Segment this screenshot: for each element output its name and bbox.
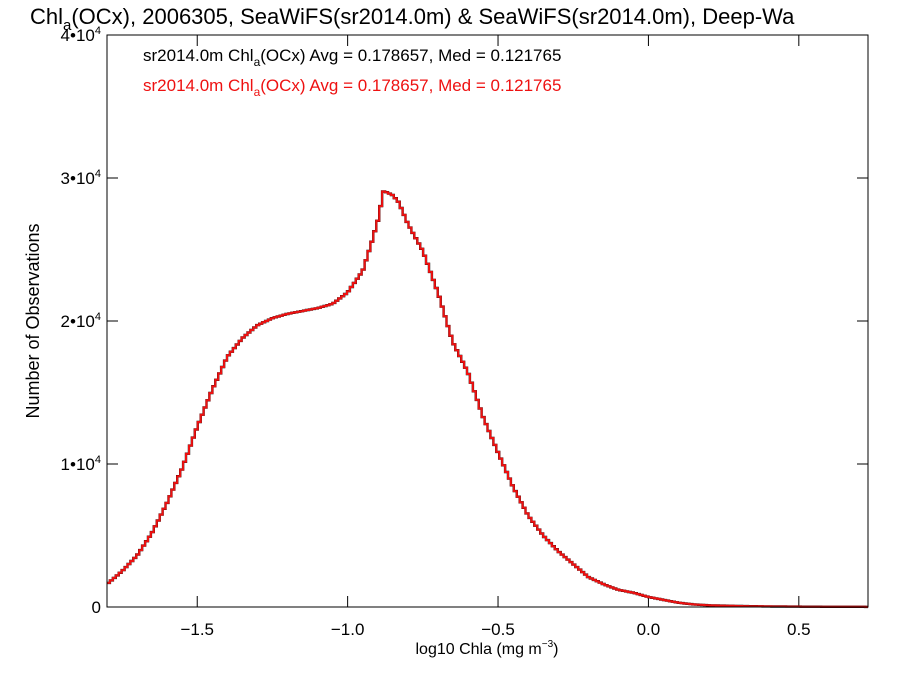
legend-entry-subscript: a — [254, 55, 261, 69]
chart-title-sub: a — [63, 17, 72, 34]
x-axis-label: log10 Chla (mg m−3) — [415, 639, 558, 658]
x-axis-label-pre: log10 Chla (mg m — [415, 641, 541, 658]
x-tick-label: −0.5 — [481, 620, 515, 639]
y-tick-label: 1•104 — [61, 454, 101, 474]
series-layer — [107, 190, 868, 609]
legend-entry-text: sr2014.0m Chl — [143, 46, 254, 65]
chart-title: Chla(OCx), 2006305, SeaWiFS(sr2014.0m) &… — [30, 4, 795, 34]
x-tick-label: −1.5 — [180, 620, 214, 639]
y-tick-label: 3•104 — [61, 168, 101, 188]
legend: sr2014.0m Chla(OCx) Avg = 0.178657, Med … — [143, 46, 561, 99]
x-axis-label-post: ) — [553, 641, 558, 658]
legend-entry-1: sr2014.0m Chla(OCx) Avg = 0.178657, Med … — [143, 46, 561, 69]
y-tick-label: 0 — [92, 598, 101, 617]
legend-entry-text: (OCx) Avg = 0.178657, Med = 0.121765 — [260, 76, 561, 95]
x-tick-label: −1.0 — [331, 620, 365, 639]
x-axis-ticks: −1.5 −1.0 −0.5 0.0 0.5 — [180, 35, 811, 639]
chart-title-post: (OCx), 2006305, SeaWiFS(sr2014.0m) & Sea… — [71, 4, 795, 29]
legend-entry-subscript: a — [254, 85, 261, 99]
plot-frame — [106, 34, 869, 608]
y-axis-label: Number of Observations — [23, 223, 43, 418]
x-axis-label-sup: −3 — [542, 639, 554, 650]
y-tick-label: 2•104 — [61, 311, 101, 331]
legend-entry-2: sr2014.0m Chla(OCx) Avg = 0.178657, Med … — [143, 76, 561, 99]
series-2-histogram — [107, 190, 868, 608]
x-tick-label: 0.0 — [637, 620, 661, 639]
legend-entry-text: sr2014.0m Chl — [143, 76, 254, 95]
legend-entry-text: (OCx) Avg = 0.178657, Med = 0.121765 — [260, 46, 561, 65]
chart-title-pre: Chl — [30, 4, 63, 29]
y-tick-label: 4•104 — [61, 25, 101, 45]
y-axis-ticks: 0 1•104 2•104 3•104 4•104 — [61, 25, 868, 617]
x-tick-label: 0.5 — [787, 620, 811, 639]
series-1-histogram — [107, 190, 868, 609]
